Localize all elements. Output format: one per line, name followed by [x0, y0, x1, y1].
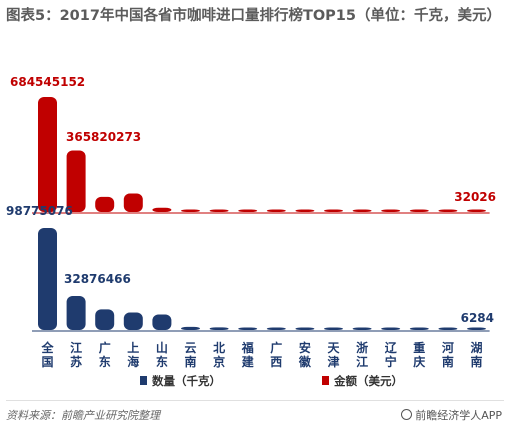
source-note: 资料来源：前瞻产业研究院整理 [6, 409, 160, 422]
category-label-14: 河南 [441, 340, 454, 369]
bottom-panel-bar-8 [266, 327, 286, 330]
bottom-panel-bar-9 [295, 327, 315, 330]
bottom-panel-bar-5 [181, 326, 200, 330]
top-panel-bar-6 [209, 209, 229, 212]
category-label-11: 浙江 [356, 340, 368, 369]
top-panel-bar-9 [295, 209, 315, 212]
category-label-10: 天津 [327, 341, 340, 369]
bottom-panel-bar-1 [66, 296, 86, 330]
category-label-7: 福建 [241, 340, 255, 369]
legend-swatch-1 [322, 376, 329, 385]
top-panel-value-label-0: 684545152 [10, 75, 85, 89]
top-panel-bar-12 [381, 209, 401, 212]
chart-title: 图表5：2017年中国各省市咖啡进口量排行榜TOP15（单位：千克，美元） [6, 8, 501, 24]
category-label-5: 云南 [184, 341, 196, 369]
top-panel-bar-8 [266, 209, 286, 212]
bottom-panel-bar-15 [467, 327, 486, 330]
bottom-panel-bar-3 [123, 312, 143, 330]
bottom-panel-bar-12 [381, 327, 401, 330]
brand-text: 前瞻经济学人APP [415, 409, 502, 422]
bottom-panel-value-label-1: 32876466 [64, 272, 131, 286]
bottom-panel-bar-13 [409, 327, 429, 330]
legend-label-1: 金额（美元） [333, 374, 403, 388]
bottom-panel-value-label-0: 98775076 [6, 204, 73, 218]
top-panel-bar-1 [66, 150, 86, 212]
top-panel-bar-5 [181, 209, 200, 212]
amount-panel: 684545152 365820273 32026 [10, 75, 496, 214]
bottom-panel-bar-0 [38, 228, 57, 330]
footer-divider [6, 400, 504, 401]
top-panel-bar-3 [123, 193, 143, 212]
bottom-panel-bar-14 [438, 327, 458, 330]
category-label-8: 广西 [270, 340, 282, 369]
bottom-panel-bar-2 [95, 309, 115, 330]
category-label-6: 北京 [213, 340, 225, 369]
category-label-3: 上海 [127, 340, 139, 369]
category-label-1: 江苏 [70, 340, 82, 369]
top-panel-bar-0 [38, 97, 57, 212]
legend-swatch-0 [140, 376, 147, 385]
top-panel-value-label-15: 32026 [454, 190, 496, 204]
top-panel-bar-2 [95, 196, 115, 212]
legend: 数量（千克） 金额（美元） [140, 374, 403, 388]
bottom-panel-bar-7 [238, 327, 258, 330]
top-panel-bar-13 [409, 209, 429, 212]
brand-label: 前瞻经济学人APP [401, 407, 502, 423]
category-label-12: 辽宁 [385, 341, 398, 369]
bottom-panel-bar-10 [324, 327, 343, 330]
top-panel-bar-7 [238, 209, 258, 212]
category-label-9: 安徽 [298, 340, 312, 369]
top-panel-bar-10 [324, 209, 343, 212]
top-panel-bar-11 [352, 209, 372, 212]
top-panel-bar-15 [467, 209, 486, 212]
brand-logo-icon [401, 409, 413, 420]
bar-chart: 684545152 365820273 32026 98775076 32876466… [6, 75, 496, 388]
category-label-13: 重庆 [412, 340, 425, 369]
category-label-2: 广东 [99, 340, 111, 369]
top-panel-bar-14 [438, 209, 458, 212]
bottom-panel-bar-4 [152, 314, 172, 330]
category-label-0: 全国 [40, 340, 54, 369]
top-panel-value-label-1: 365820273 [66, 130, 141, 144]
quantity-panel: 98775076 32876466 6284 [6, 204, 494, 332]
bottom-panel-bar-6 [209, 327, 229, 330]
top-panel-bar-4 [152, 207, 172, 212]
legend-label-0: 数量（千克） [152, 374, 221, 388]
bottom-panel-value-label-15: 6284 [461, 311, 494, 325]
category-label-15: 湖南 [470, 340, 482, 369]
bottom-panel-bar-11 [352, 327, 372, 330]
category-label-4: 山东 [156, 340, 168, 369]
